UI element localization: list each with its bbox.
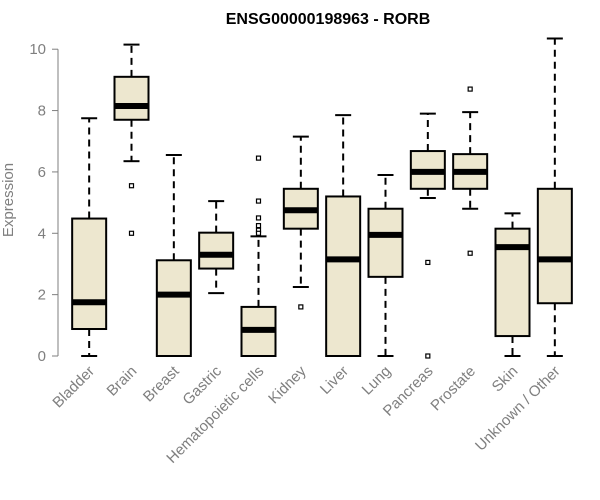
y-tick-label: 8: [38, 103, 46, 120]
outlier-point: [255, 230, 262, 236]
x-tick-label: Skin: [489, 363, 522, 396]
iqr-box: [325, 195, 362, 357]
outlier-point: [467, 86, 473, 92]
iqr-box: [198, 231, 235, 270]
x-tick-label: Lung: [359, 363, 395, 399]
y-axis: 0 2 4 6 8 10: [29, 41, 59, 365]
box-prostate: [452, 86, 489, 256]
outlier-point: [255, 198, 262, 204]
box-unknown-other: [536, 37, 573, 357]
y-tick-label: 4: [38, 225, 46, 242]
box-bladder: [71, 117, 108, 357]
box-kidney: [282, 135, 319, 310]
iqr-box: [113, 75, 150, 121]
x-tick-label: Breast: [140, 362, 183, 405]
box-gastric: [198, 200, 235, 295]
iqr-box: [155, 259, 192, 357]
y-tick-label: 6: [38, 164, 46, 181]
chart-title: ENSG00000198963 - RORB: [226, 11, 431, 28]
x-tick-label: Liver: [317, 363, 352, 398]
box-pancreas: [409, 112, 446, 359]
outlier-point: [255, 155, 262, 161]
x-tick-label: Kidney: [265, 362, 310, 407]
y-tick-label: 0: [38, 348, 46, 365]
outlier-point: [425, 259, 431, 266]
box-lung: [367, 173, 404, 357]
outlier-point: [128, 183, 135, 189]
y-axis-label: Expression: [0, 163, 17, 237]
box-skin: [494, 212, 531, 357]
outlier-point: [255, 215, 262, 221]
outlier-point: [298, 304, 304, 310]
box-brain: [113, 43, 150, 236]
outlier-point: [467, 250, 473, 256]
y-tick-label: 10: [29, 41, 46, 58]
outlier-point: [255, 223, 262, 229]
box-liver: [325, 114, 362, 357]
y-tick-label: 2: [38, 287, 46, 304]
boxes-group: [71, 37, 573, 359]
box-hematopoietic-cells: [240, 155, 277, 358]
x-tick-label: Brain: [104, 363, 141, 400]
x-tick-label: Bladder: [49, 363, 98, 412]
iqr-box: [536, 187, 573, 305]
outlier-point: [425, 353, 431, 359]
iqr-box: [71, 217, 108, 331]
outlier-point: [128, 230, 135, 236]
iqr-box: [367, 207, 404, 278]
box-breast: [155, 154, 192, 357]
x-tick-label: Prostate: [427, 363, 479, 415]
